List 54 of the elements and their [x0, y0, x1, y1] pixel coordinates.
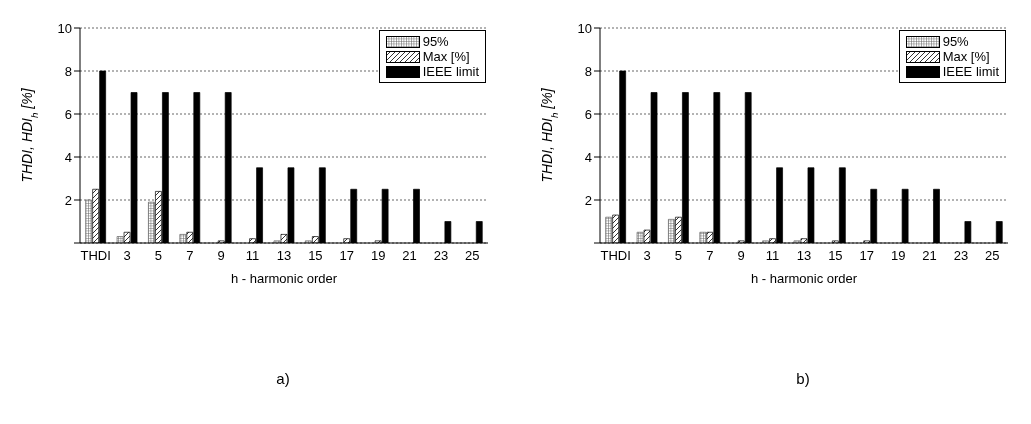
x-tick-label: THDI — [600, 248, 631, 264]
y-tick-label: 4 — [584, 149, 592, 165]
x-tick-label: 25 — [985, 248, 1000, 264]
x-axis-title: h - harmonic order — [230, 271, 338, 286]
legend-label: 95% — [942, 34, 969, 49]
text: b) — [795, 370, 811, 387]
x-tick-label: 3 — [643, 248, 651, 264]
bar — [116, 236, 124, 243]
legend-label: Max [%] — [422, 49, 470, 64]
x-tick-label: 5 — [674, 248, 683, 264]
bar — [699, 231, 707, 243]
x-tick-label: 25 — [465, 248, 480, 264]
x-tick-label: 19 — [890, 248, 906, 264]
text: a) — [275, 370, 291, 387]
y-tick-label: 6 — [64, 106, 72, 122]
x-tick-label: 9 — [217, 248, 225, 264]
x-tick-label: 3 — [123, 248, 131, 264]
y-tick-label: 10 — [577, 20, 592, 36]
y-tick-label: 2 — [584, 192, 592, 208]
x-tick-label: 15 — [828, 248, 843, 264]
x-axis-title: h - harmonic order — [750, 271, 858, 286]
bar — [179, 234, 187, 243]
y-tick-label: 4 — [64, 149, 72, 165]
bar — [605, 216, 612, 243]
x-tick-label: 7 — [706, 248, 714, 264]
y-tick-label: 6 — [584, 106, 592, 122]
x-tick-label: 7 — [186, 248, 194, 264]
x-tick-label: 21 — [402, 248, 417, 264]
bar — [148, 201, 155, 243]
bar — [668, 219, 675, 243]
x-tick-label: 13 — [276, 248, 292, 264]
x-tick-label: 9 — [737, 248, 745, 264]
x-tick-label: 17 — [339, 248, 354, 264]
x-tick-label: 23 — [953, 248, 969, 264]
bar — [85, 199, 92, 243]
y-tick-label: 10 — [57, 20, 72, 36]
x-tick-label: 11 — [765, 248, 780, 264]
x-tick-label: 13 — [796, 248, 812, 264]
x-tick-label: 5 — [154, 248, 163, 264]
x-tick-label: 21 — [922, 248, 937, 264]
legend-label: IEEE limit — [422, 64, 479, 79]
legend-label: IEEE limit — [942, 64, 999, 79]
x-tick-label: 11 — [245, 248, 260, 264]
x-tick-label: 17 — [859, 248, 874, 264]
y-tick-label: 8 — [64, 63, 72, 79]
x-tick-label: 15 — [308, 248, 323, 264]
x-tick-label: 19 — [370, 248, 386, 264]
x-tick-label: THDI — [80, 248, 111, 264]
x-tick-label: 23 — [433, 248, 449, 264]
legend-label: Max [%] — [942, 49, 990, 64]
y-tick-label: 2 — [64, 192, 72, 208]
bar — [636, 231, 644, 243]
legend-label: 95% — [422, 34, 449, 49]
y-tick-label: 8 — [584, 63, 592, 79]
